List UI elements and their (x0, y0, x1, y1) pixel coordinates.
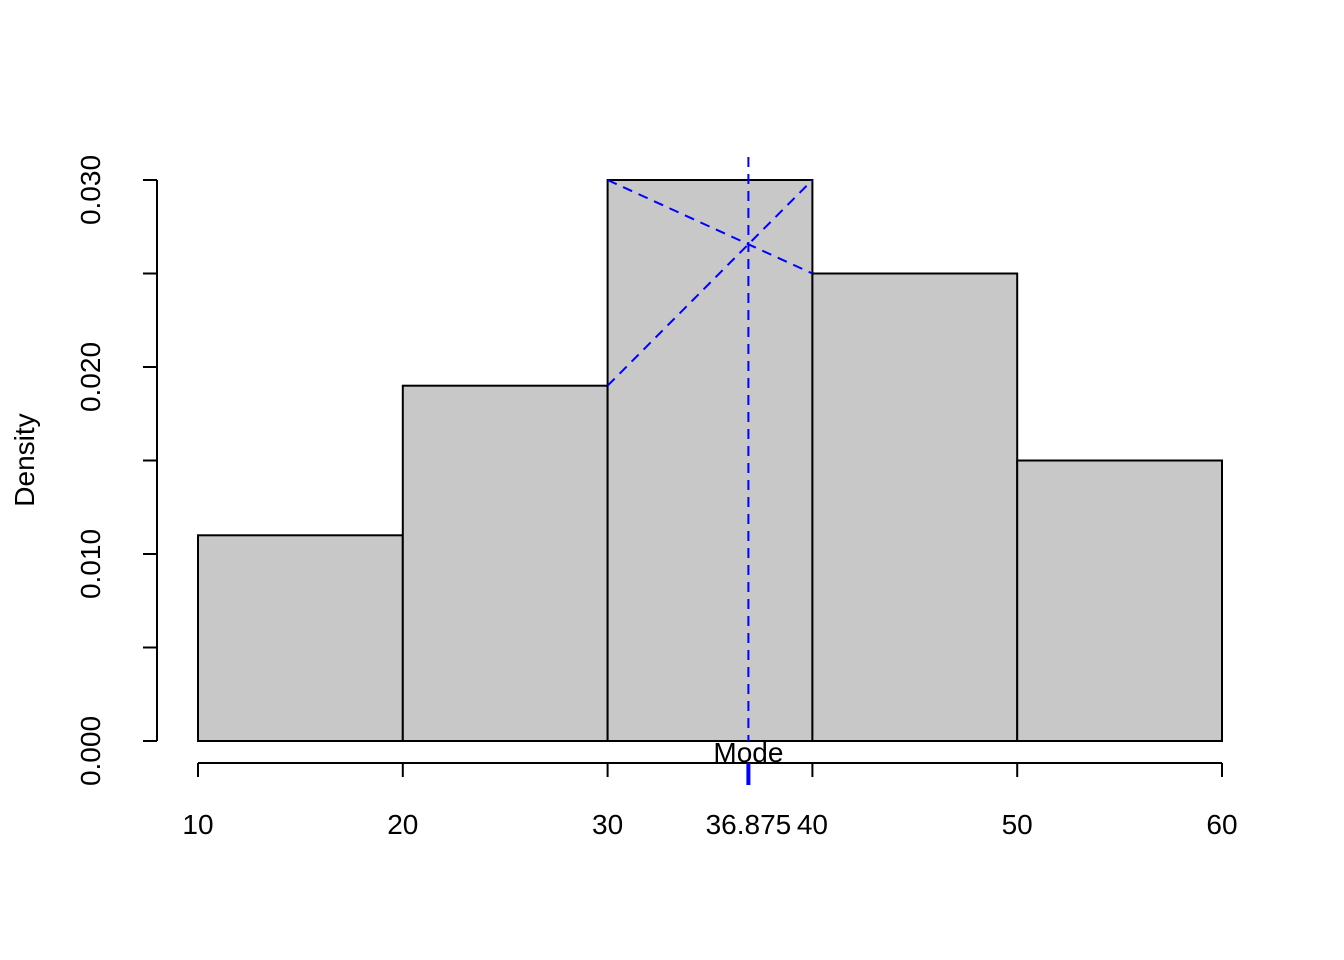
mode-value-label: 36.875 (706, 809, 792, 840)
x-tick-label: 40 (797, 809, 828, 840)
bar (401, 384, 609, 742)
x-tick-label: 60 (1206, 809, 1237, 840)
y-tick-label: 0.030 (75, 155, 106, 225)
bar (1016, 459, 1224, 742)
x-tick-label: 10 (182, 809, 213, 840)
y-tick-label: 0.010 (75, 529, 106, 599)
bar (606, 179, 814, 742)
mode-label: Mode (713, 737, 783, 768)
mode-construction-line (606, 179, 814, 387)
mode-construction-line (607, 179, 813, 275)
y-tick-label: 0.000 (75, 716, 106, 786)
y-tick-label: 0.020 (75, 342, 106, 412)
x-tick-label: 50 (1002, 809, 1033, 840)
bar (811, 272, 1019, 742)
y-axis-label: Density (9, 413, 40, 506)
x-tick-label: 30 (592, 809, 623, 840)
bar (197, 534, 404, 742)
x-tick-label: 20 (387, 809, 418, 840)
